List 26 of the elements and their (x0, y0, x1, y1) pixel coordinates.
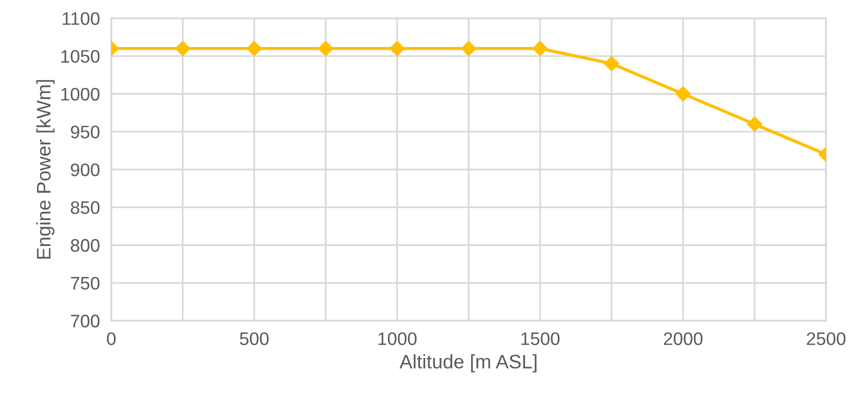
point (390, 40, 405, 56)
point (604, 56, 620, 72)
x-tick-label: 2000 (664, 332, 702, 346)
x-tick-label: 1000 (378, 332, 417, 346)
point (246, 40, 262, 56)
x-tick-label: 2500 (806, 332, 846, 346)
point (175, 40, 190, 56)
point (746, 116, 762, 132)
y-tick-label: 850 (70, 201, 100, 214)
y-tick-label: 800 (70, 239, 100, 252)
point (532, 40, 548, 56)
x-tick-label: 1500 (521, 332, 560, 346)
y-tick-label: 750 (70, 276, 100, 290)
x-tick-label: 500 (240, 332, 269, 346)
y-tick-label: 950 (70, 126, 100, 138)
point (676, 86, 691, 102)
x-tick-label: 0 (106, 332, 116, 346)
y-axis-title: Engine Power [kWm] (36, 80, 54, 259)
y-tick-label: 1000 (61, 88, 100, 101)
point (461, 40, 476, 56)
y-tick-label: 700 (70, 314, 100, 328)
y-tick-label: 900 (70, 163, 100, 176)
x-axis-title: Altitude [m ASL] (400, 354, 536, 372)
y-tick-label: 1100 (62, 12, 100, 25)
y-tick-label: 1050 (61, 50, 100, 63)
point (318, 40, 334, 56)
